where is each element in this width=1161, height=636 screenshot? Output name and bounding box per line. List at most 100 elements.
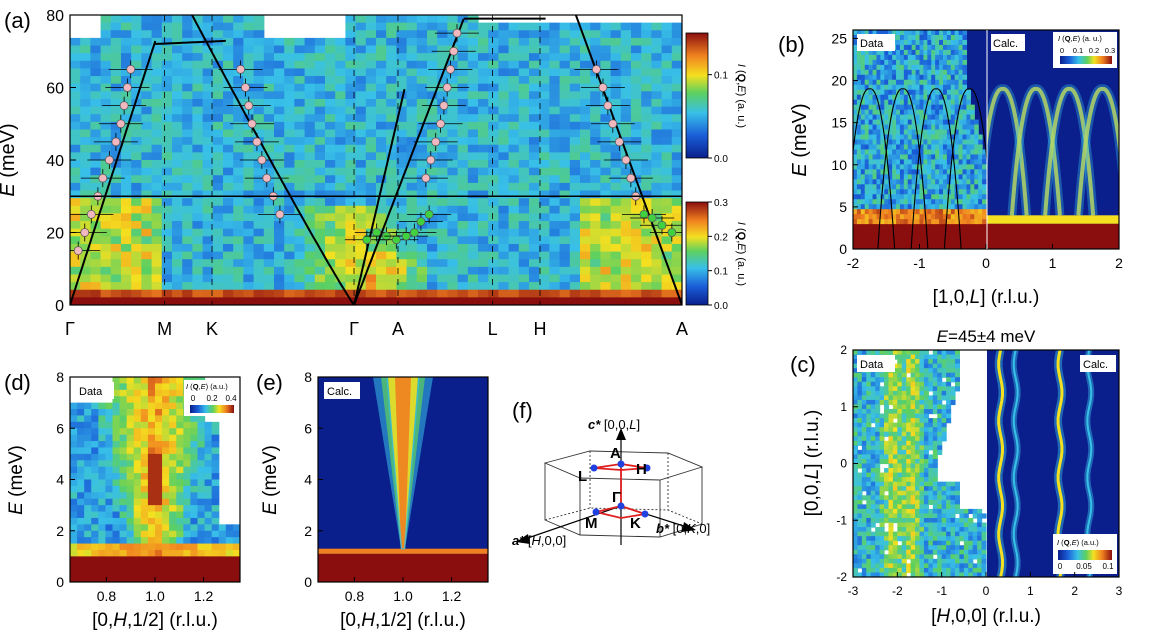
heatmap-cell — [978, 184, 983, 190]
heatmap-cell — [131, 213, 142, 222]
heatmap-cell — [274, 236, 285, 245]
heatmap-cell — [141, 37, 153, 47]
heatmap-cell — [879, 549, 885, 555]
heatmap-cell — [447, 60, 459, 70]
heatmap-cell — [907, 89, 913, 96]
heatmap-cell — [879, 472, 885, 478]
heatmap-cell — [954, 359, 960, 365]
heatmap-cell — [868, 219, 874, 225]
heatmap-cell — [911, 194, 917, 200]
heatmap-cell — [892, 540, 898, 546]
heatmap-cell — [923, 74, 928, 81]
heatmap-cell — [970, 244, 975, 249]
heatmap-cell — [631, 106, 642, 115]
heatmap-cell — [182, 160, 193, 169]
heatmap-cell — [110, 198, 122, 207]
heatmap-cell — [620, 106, 632, 115]
heatmap-cell — [911, 239, 917, 245]
heatmap-cell — [406, 37, 418, 47]
heatmap-cell — [927, 59, 932, 66]
heatmap-cell — [892, 536, 898, 542]
heatmap-cell — [396, 144, 408, 153]
heatmap-cell — [950, 69, 956, 76]
heatmap-cell — [915, 368, 921, 374]
heatmap-cell — [937, 572, 943, 577]
heatmap-cell — [923, 490, 929, 496]
heatmap-cell — [416, 243, 428, 253]
heatmap-cell — [580, 221, 591, 230]
heatmap-cell — [868, 194, 874, 200]
heatmap-cell — [906, 386, 912, 392]
heatmap-cell — [923, 495, 929, 501]
heatmap-cell — [294, 76, 306, 85]
heatmap-cell — [365, 98, 377, 108]
heatmap-cell — [919, 413, 925, 419]
heatmap-cell — [304, 282, 316, 291]
heatmap-cell — [853, 431, 859, 437]
heatmap-cell — [897, 372, 903, 378]
heatmap-cell — [365, 76, 377, 85]
heatmap-cell — [911, 99, 917, 106]
heatmap-cell — [915, 477, 921, 483]
heatmap-cell — [888, 409, 894, 415]
heatmap-cell — [892, 495, 898, 501]
heatmap-cell — [962, 214, 968, 220]
heatmap-cell — [939, 30, 944, 36]
heatmap-cell — [954, 377, 960, 383]
heatmap-cell — [942, 109, 948, 116]
heatmap-cell — [982, 169, 987, 175]
heatmap-cell — [860, 169, 866, 175]
heatmap-cell — [856, 179, 862, 185]
heatmap-cell — [974, 214, 979, 220]
heatmap-cell — [932, 368, 938, 374]
heatmap-cell — [896, 69, 901, 76]
green-data-point — [416, 217, 426, 226]
heatmap-cell — [915, 119, 921, 126]
heatmap-cell — [151, 198, 163, 207]
heatmap-cell — [888, 395, 894, 401]
heatmap-cell — [982, 234, 987, 240]
heatmap-cell — [931, 159, 936, 165]
heatmap-cell — [620, 91, 632, 100]
heatmap-cell — [498, 243, 510, 253]
heatmap-cell — [294, 60, 306, 70]
heatmap-cell — [923, 119, 928, 126]
heatmap-cell — [856, 239, 862, 245]
heatmap-cell — [325, 45, 336, 54]
heatmap-cell — [860, 139, 866, 146]
heatmap-cell — [427, 282, 438, 291]
heatmap-cell — [941, 368, 947, 374]
heatmap-cell — [263, 144, 275, 153]
heatmap-cell — [539, 221, 550, 230]
heatmap-cell — [907, 184, 913, 190]
heatmap-cell — [950, 372, 956, 378]
heatmap-cell — [942, 204, 948, 210]
heatmap-cell — [937, 368, 943, 374]
heatmap-cell — [910, 490, 916, 496]
heatmap-cell — [872, 179, 878, 185]
heatmap-cell — [274, 68, 285, 77]
heatmap-cell — [864, 104, 870, 111]
heatmap-cell — [518, 22, 530, 31]
heatmap-cell — [870, 536, 876, 542]
heatmap-cell — [447, 144, 459, 153]
heatmap-cell — [939, 169, 944, 175]
heatmap-cell — [954, 74, 960, 81]
heatmap-cell — [406, 175, 418, 184]
heatmap-cell — [172, 106, 183, 115]
heatmap-cell — [950, 549, 956, 555]
heatmap-cell — [853, 124, 858, 131]
heatmap-cell — [937, 359, 943, 365]
heatmap-cell — [853, 449, 859, 456]
heatmap-cell — [620, 22, 632, 31]
heatmap-cell — [365, 289, 377, 298]
heatmap-cell — [970, 154, 975, 161]
heatmap-cell — [870, 490, 876, 496]
heatmap-cell — [884, 129, 889, 136]
heatmap-cell — [161, 137, 173, 146]
heatmap-cell — [903, 134, 909, 141]
heatmap-cell — [856, 219, 862, 225]
heatmap-cell — [631, 259, 642, 268]
heatmap-cell — [942, 164, 948, 170]
heatmap-cell — [942, 54, 948, 61]
